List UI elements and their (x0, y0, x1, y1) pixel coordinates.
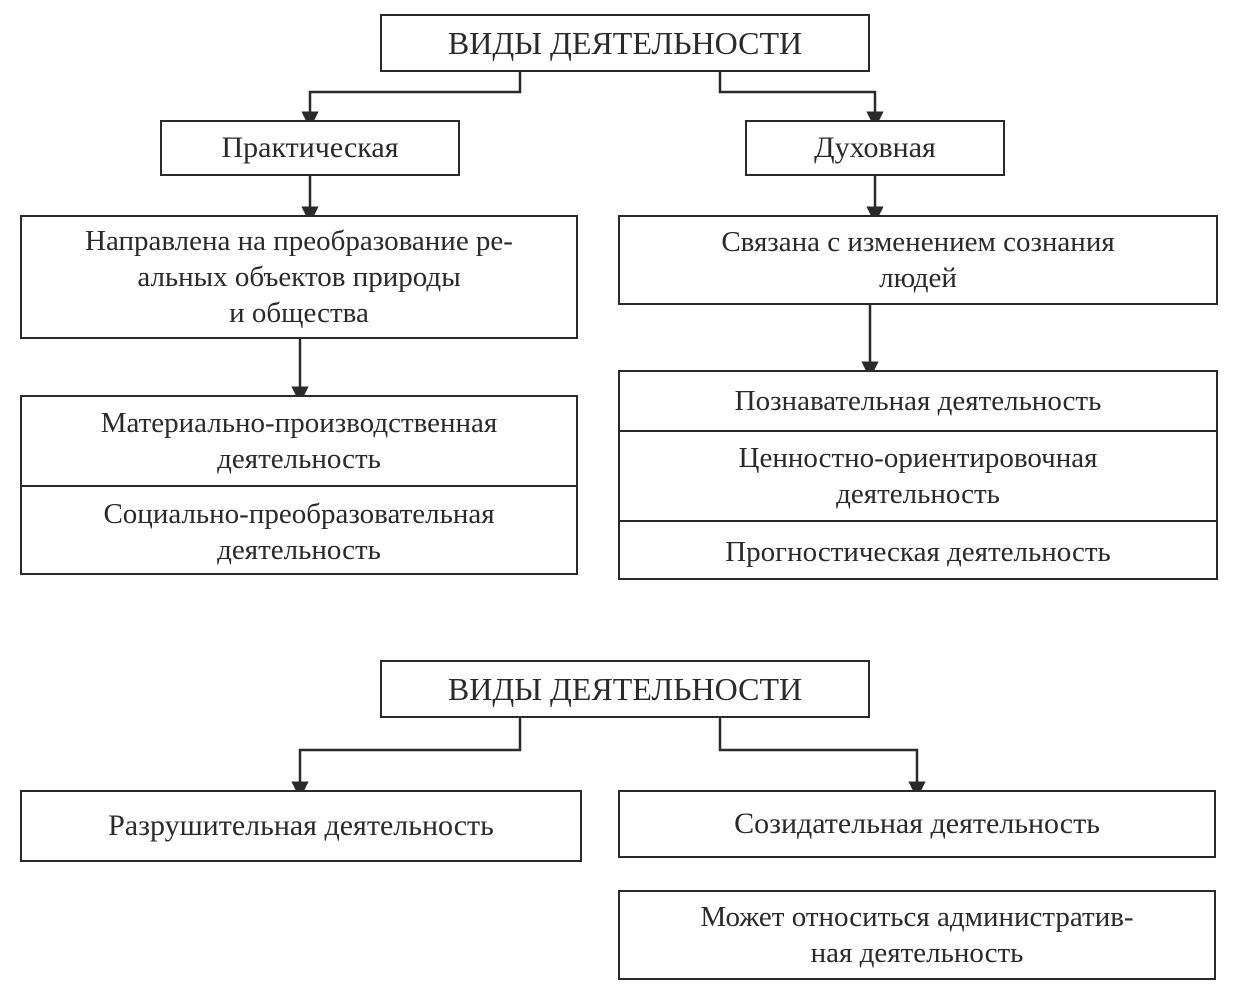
destructive-node: Разрушительная деятельность (20, 790, 582, 862)
practical-node: Практическая (160, 120, 460, 176)
stack-cell: Материально-производственнаядеятельность (22, 397, 576, 487)
spiritual-node: Духовная (745, 120, 1005, 176)
spiritual-description-node: Связана с изменением сознаниялюдей (618, 215, 1218, 305)
stack-cell: Прогностическая деятельность (620, 522, 1216, 582)
administrative-node: Может относиться административ-ная деяте… (618, 890, 1216, 980)
stack-cell: Познавательная деятельность (620, 372, 1216, 432)
practical-description-node: Направлена на преобразование ре-альных о… (20, 215, 578, 339)
stack-cell: Ценностно-ориентировочнаядеятельность (620, 432, 1216, 522)
creative-node: Созидательная деятельность (618, 790, 1216, 858)
title-node-1: ВИДЫ ДЕЯТЕЛЬНОСТИ (380, 14, 870, 72)
stack-cell: Социально-преобразовательнаядеятельность (22, 487, 576, 577)
spiritual-types-stack: Познавательная деятельностьЦенностно-ори… (618, 370, 1218, 580)
title-node-2: ВИДЫ ДЕЯТЕЛЬНОСТИ (380, 660, 870, 718)
practical-types-stack: Материально-производственнаядеятельность… (20, 395, 578, 575)
